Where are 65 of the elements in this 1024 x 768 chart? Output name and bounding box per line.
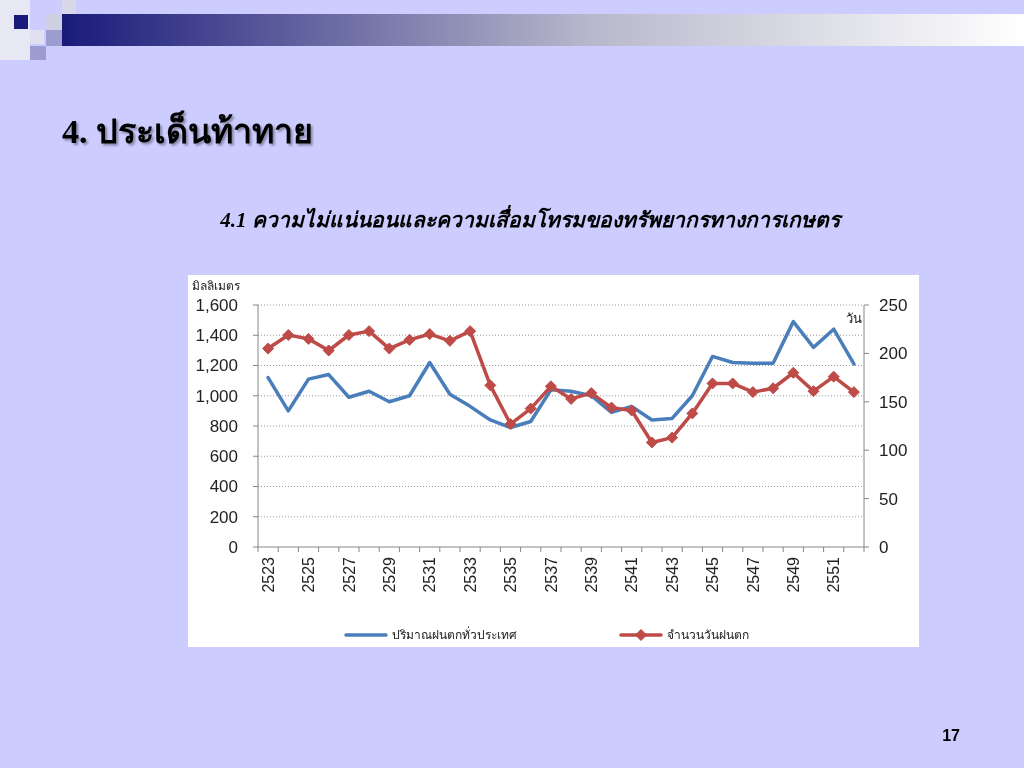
point [423, 328, 436, 341]
x-tick-label: 2551 [825, 556, 843, 593]
y2-tick-label: 50 [879, 489, 898, 509]
y-tick-label: 800 [209, 416, 238, 436]
y2-tick-label: 150 [879, 392, 908, 412]
y-tick-label: 1,200 [195, 356, 238, 376]
point [807, 385, 820, 398]
chart-title: 4. ประเด็นท้าทาย [62, 110, 313, 150]
point [383, 342, 396, 355]
x-tick-label: 2539 [582, 556, 600, 593]
y-tick-label: 200 [209, 507, 238, 527]
point [767, 382, 780, 395]
x-tick-label: 2537 [542, 556, 560, 593]
y-tick-label: 1,600 [195, 295, 238, 315]
point [302, 332, 315, 345]
point [484, 379, 497, 392]
point [342, 329, 355, 342]
chart-subtitle: 4.1 ความไม่แน่นอนและความเสื่อมโทรมของทรัพยากรทางการเกษตร [219, 205, 844, 232]
point [262, 342, 275, 355]
point [322, 344, 335, 357]
x-tick-label: 2549 [784, 556, 802, 593]
point [746, 386, 759, 399]
x-tick-label: 2541 [623, 556, 641, 593]
x-tick-label: 2529 [380, 556, 398, 593]
legend-label: จำนวนวันฝนตก [667, 628, 749, 643]
point [605, 401, 618, 414]
x-tick-label: 2531 [421, 556, 439, 593]
y-tick-label: 1,400 [195, 326, 238, 346]
x-tick-label: 2545 [704, 556, 722, 593]
point [403, 333, 416, 346]
y-tick-label: 0 [228, 537, 238, 557]
y-axis-title: มิลลิเมตร [192, 279, 241, 293]
point [787, 366, 800, 379]
point [282, 329, 295, 342]
x-tick-label: 2547 [744, 556, 762, 593]
point [464, 325, 477, 338]
point [565, 392, 578, 405]
point [625, 404, 638, 417]
text: 17 [942, 727, 961, 744]
point [827, 370, 840, 383]
x-tick-label: 2533 [461, 556, 479, 593]
point [363, 325, 376, 338]
y2-tick-label: 100 [879, 441, 908, 461]
point [686, 407, 699, 420]
x-tick-label: 2543 [663, 556, 681, 593]
y2-tick-label: 0 [879, 537, 889, 557]
point [524, 402, 537, 415]
x-tick-label: 2535 [502, 556, 520, 593]
point [504, 418, 517, 431]
point [443, 334, 456, 347]
y2-axis-title: วัน [846, 311, 862, 326]
y-tick-label: 1,000 [195, 386, 238, 406]
y-tick-label: 400 [209, 477, 238, 497]
point [645, 436, 658, 449]
point [666, 431, 679, 444]
point [847, 386, 860, 399]
point [544, 380, 557, 393]
y2-tick-label: 250 [879, 295, 908, 315]
y-tick-label: 600 [209, 447, 238, 467]
x-tick-label: 2527 [340, 556, 358, 593]
point [585, 387, 598, 400]
legend-label: ปริมาณฝนตกทั่วประเทศ [392, 626, 517, 643]
x-tick-label: 2523 [259, 556, 277, 593]
y2-tick-label: 200 [879, 344, 908, 364]
x-tick-label: 2525 [300, 556, 318, 593]
